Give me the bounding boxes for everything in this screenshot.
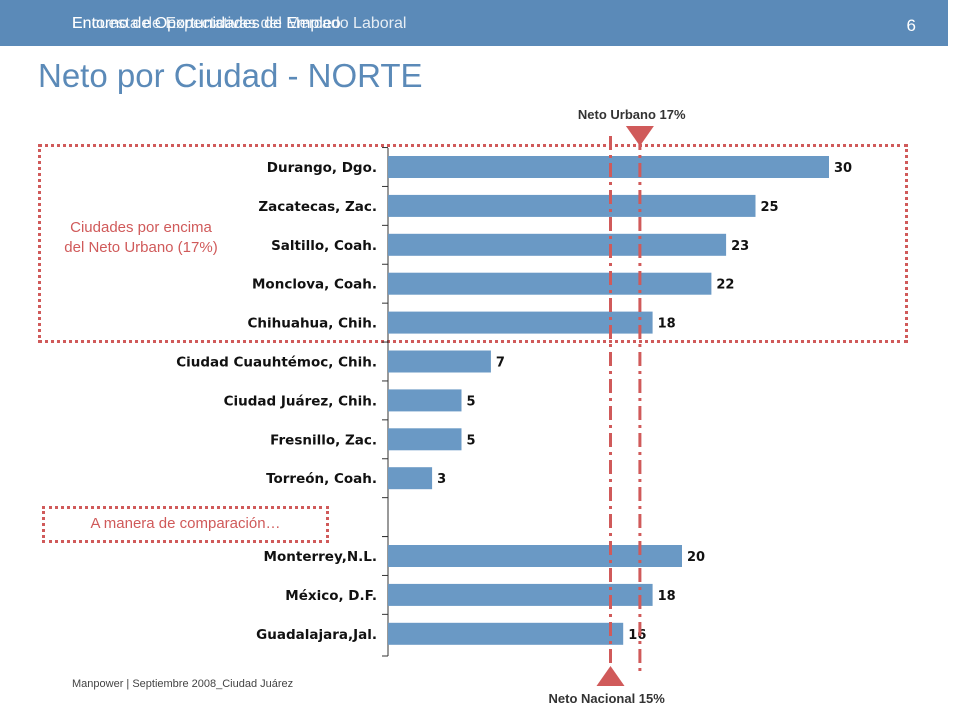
bar [388, 545, 682, 567]
value-label: 18 [658, 589, 676, 604]
value-label: 23 [731, 239, 749, 254]
category-label: Saltillo, Coah. [271, 238, 377, 254]
bar [388, 233, 727, 256]
neto-urbano-label: Neto Urbano 17% [577, 107, 686, 122]
category-label: Torreón, Coah. [266, 471, 377, 487]
category-label: Monclova, Coah. [252, 277, 377, 293]
page-number: 6 [906, 16, 916, 35]
category-label: Ciudad Juárez, Chih. [224, 393, 377, 409]
category-label: México, D.F. [285, 588, 377, 604]
neto-nacional-marker [596, 666, 625, 686]
value-label: 30 [834, 161, 852, 176]
category-label: Chihuahua, Chih. [247, 316, 377, 332]
footer-text: Manpower | Septiembre 2008_Ciudad Juárez [72, 678, 294, 690]
category-label: Ciudad Cuauhtémoc, Chih. [176, 355, 377, 371]
bar [388, 350, 491, 373]
bar [388, 272, 712, 295]
neto-urbano-marker [625, 126, 654, 146]
header-title-overlay: Encuesta de Expectativas del Mercado Lab… [72, 15, 407, 32]
page-title: Neto por Ciudad - NORTE [38, 57, 423, 94]
value-label: 5 [467, 394, 476, 409]
header-bar [0, 0, 948, 46]
value-label: 20 [687, 550, 705, 565]
category-label: Zacatecas, Zac. [258, 199, 377, 215]
bar [388, 389, 462, 412]
bar [388, 194, 756, 217]
value-label: 5 [467, 433, 476, 448]
value-label: 18 [658, 317, 676, 332]
above-net-callout-text: Ciudades por encima del Neto Urbano (17%… [64, 219, 218, 256]
value-label: 3 [437, 472, 446, 487]
bar [388, 156, 829, 178]
value-label: 22 [716, 278, 734, 293]
bar [388, 583, 653, 606]
bar [388, 311, 653, 334]
category-label: Monterrey,N.L. [264, 549, 377, 565]
chart-layer: Durango, Dgo. 30 Zacatecas, Zac. 25 Saltillo… [176, 126, 852, 686]
comparison-callout-box [42, 506, 329, 543]
bar [388, 428, 462, 451]
category-label: Durango, Dgo. [267, 160, 377, 176]
value-label: 25 [761, 200, 779, 215]
bar [388, 467, 433, 490]
neto-nacional-label: Neto Nacional 15% [548, 691, 665, 706]
bar [388, 622, 624, 645]
header-title: Entorno de Oportunidades de Empleo [72, 15, 341, 32]
comparison-callout-text: A manera de comparación… [90, 515, 281, 532]
value-label: 7 [496, 356, 505, 371]
value-label: 16 [628, 628, 646, 643]
category-label: Fresnillo, Zac. [270, 432, 377, 448]
above-net-callout-box [38, 144, 908, 343]
category-label: Guadalajara,Jal. [256, 627, 377, 643]
